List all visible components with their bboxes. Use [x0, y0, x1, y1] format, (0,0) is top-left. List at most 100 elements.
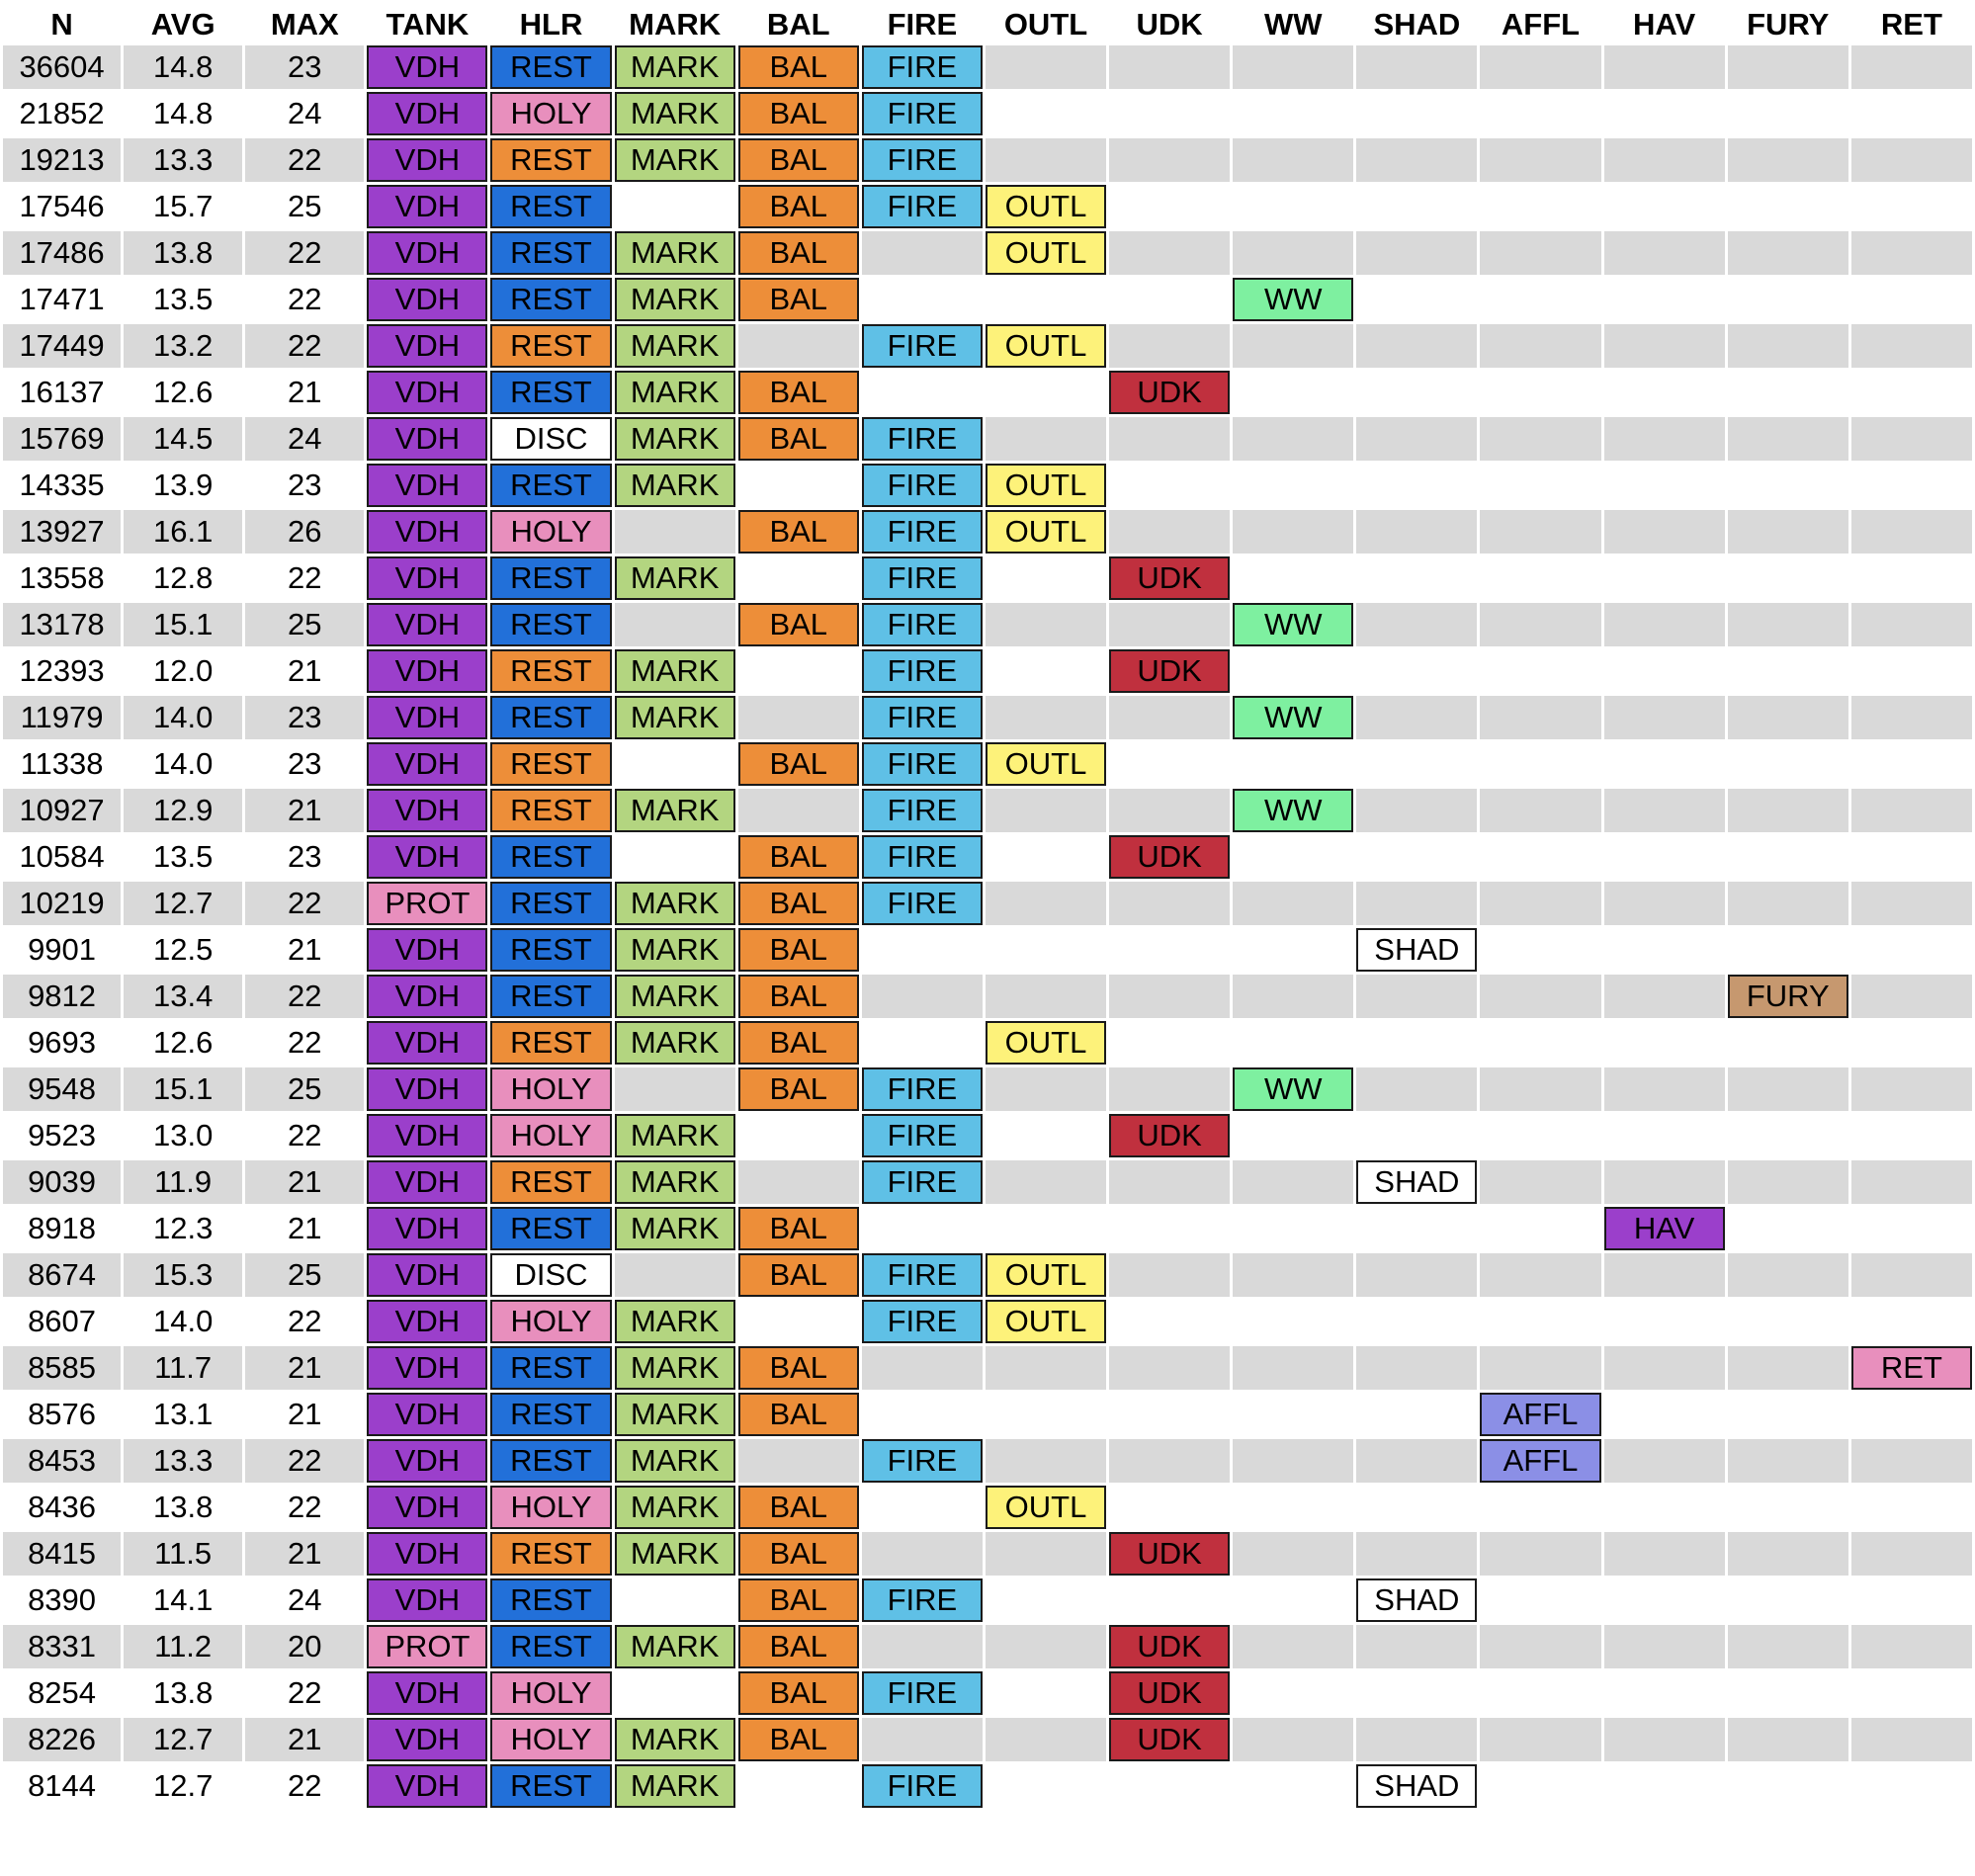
avg-cell: 13.8 — [152, 1490, 214, 1524]
empty-cell-affl — [1480, 1021, 1600, 1065]
empty-cell-affl — [1480, 789, 1601, 832]
spec-badge-tank: VDH — [367, 92, 488, 135]
empty-cell-outl — [986, 649, 1106, 693]
empty-cell-affl — [1480, 510, 1601, 554]
empty-cell-fire — [862, 278, 983, 321]
empty-cell-outl — [985, 1718, 1107, 1761]
max-cell: 23 — [245, 696, 365, 739]
spec-badge-tank: VDH — [367, 45, 488, 89]
empty-cell-shad — [1356, 742, 1477, 786]
column-header-hlr: HLR — [519, 7, 583, 42]
spec-badge-udk: UDK — [1109, 649, 1231, 693]
n-cell: 8918 — [28, 1211, 97, 1245]
empty-cell-fury — [1727, 45, 1848, 89]
empty-cell-outl — [985, 45, 1107, 89]
column-header-udk: UDK — [1136, 7, 1203, 42]
spec-badge-outl: OUTL — [985, 1486, 1107, 1529]
empty-cell-fury — [1728, 464, 1848, 507]
empty-cell-shad — [1356, 1346, 1478, 1390]
empty-cell-fury — [1728, 1764, 1848, 1808]
empty-cell-fury — [1727, 789, 1848, 832]
max-cell: 22 — [288, 1490, 322, 1524]
empty-cell-outl — [985, 1160, 1107, 1204]
empty-cell-fire — [862, 928, 983, 972]
empty-cell-ret — [1851, 1764, 1972, 1808]
empty-cell-affl — [1480, 231, 1601, 275]
empty-cell-fury — [1728, 1114, 1848, 1157]
spec-badge-fire: FIRE — [861, 417, 983, 461]
n-cell: 17486 — [3, 231, 122, 275]
max-cell: 22 — [288, 1118, 322, 1152]
empty-cell-shad — [1356, 324, 1478, 368]
empty-cell-ww — [1233, 1578, 1353, 1622]
empty-cell-ww — [1233, 185, 1353, 228]
empty-cell-ww — [1233, 1486, 1353, 1529]
empty-cell-udk — [1109, 975, 1231, 1018]
spec-badge-outl: OUTL — [985, 231, 1107, 275]
empty-cell-udk — [1109, 1346, 1231, 1390]
empty-cell-hav — [1604, 1486, 1725, 1529]
empty-cell-ret — [1851, 1393, 1972, 1436]
empty-cell-fire — [861, 231, 983, 275]
empty-cell-shad — [1356, 1300, 1477, 1343]
empty-cell-hav — [1603, 1067, 1725, 1111]
spec-badge-bal: BAL — [737, 928, 859, 972]
empty-cell-shad — [1356, 1253, 1478, 1297]
spec-badge-bal: BAL — [737, 417, 859, 461]
empty-cell-affl — [1480, 185, 1600, 228]
spec-badge-bal: BAL — [737, 371, 859, 414]
empty-cell-udk — [1109, 278, 1230, 321]
max-cell: 24 — [288, 96, 322, 130]
n-cell: 8226 — [3, 1718, 122, 1761]
spec-badge-fire: FIRE — [861, 1067, 983, 1111]
spec-badge-hlr: REST — [490, 1393, 612, 1436]
empty-cell-ret — [1850, 1718, 1972, 1761]
empty-cell-outl — [986, 1578, 1106, 1622]
empty-cell-affl — [1480, 45, 1601, 89]
empty-cell-fury — [1727, 138, 1848, 182]
empty-cell-shad — [1356, 1718, 1478, 1761]
max-cell: 22 — [288, 560, 322, 595]
spec-badge-bal: BAL — [737, 92, 859, 135]
empty-cell-affl — [1480, 1346, 1601, 1390]
spec-badge-tank: PROT — [367, 1625, 488, 1668]
table-row: 8226 12.7 21 VDH HOLY MARK BAL UDK — [3, 1718, 1972, 1761]
empty-cell-hav — [1603, 882, 1725, 925]
empty-cell-ret — [1851, 556, 1972, 600]
empty-cell-outl — [986, 1207, 1106, 1250]
max-cell: 21 — [245, 1718, 365, 1761]
empty-cell-bal — [737, 1160, 859, 1204]
n-cell: 8585 — [3, 1346, 122, 1390]
max-cell: 24 — [288, 1582, 322, 1617]
empty-cell-ret — [1851, 371, 1972, 414]
spec-badge-tank: VDH — [367, 278, 488, 321]
empty-cell-mark — [615, 835, 735, 879]
spec-badge-tank: VDH — [367, 789, 488, 832]
spec-badge-hlr: HOLY — [490, 1067, 612, 1111]
empty-cell-hav — [1604, 1671, 1725, 1715]
empty-cell-bal — [738, 464, 859, 507]
empty-cell-ret — [1851, 92, 1972, 135]
max-cell: 23 — [288, 746, 322, 781]
table-row: 9901 12.5 21 VDH REST MARK BAL SHAD — [3, 928, 1972, 972]
spec-badge-tank: VDH — [367, 1114, 488, 1157]
empty-cell-hav — [1604, 464, 1725, 507]
empty-cell-shad — [1356, 417, 1478, 461]
spec-badge-udk: UDK — [1109, 1625, 1231, 1668]
max-cell: 23 — [288, 468, 322, 502]
table-row: 36604 14.8 23 VDH REST MARK BAL FIRE — [3, 45, 1972, 89]
empty-cell-affl — [1480, 324, 1601, 368]
empty-cell-fire — [862, 1021, 983, 1065]
empty-cell-udk — [1109, 92, 1230, 135]
spec-badge-ret: RET — [1850, 1346, 1972, 1390]
empty-cell-ww — [1233, 1021, 1353, 1065]
empty-cell-shad — [1356, 510, 1478, 554]
spec-badge-tank: VDH — [367, 1486, 488, 1529]
spec-badge-shad: SHAD — [1356, 1160, 1478, 1204]
empty-cell-udk — [1109, 464, 1230, 507]
empty-cell-hav — [1604, 1021, 1725, 1065]
table-row: 9039 11.9 21 VDH REST MARK FIRE SHAD — [3, 1160, 1972, 1204]
empty-cell-outl — [986, 278, 1106, 321]
empty-cell-affl — [1480, 556, 1600, 600]
empty-cell-udk — [1109, 789, 1231, 832]
